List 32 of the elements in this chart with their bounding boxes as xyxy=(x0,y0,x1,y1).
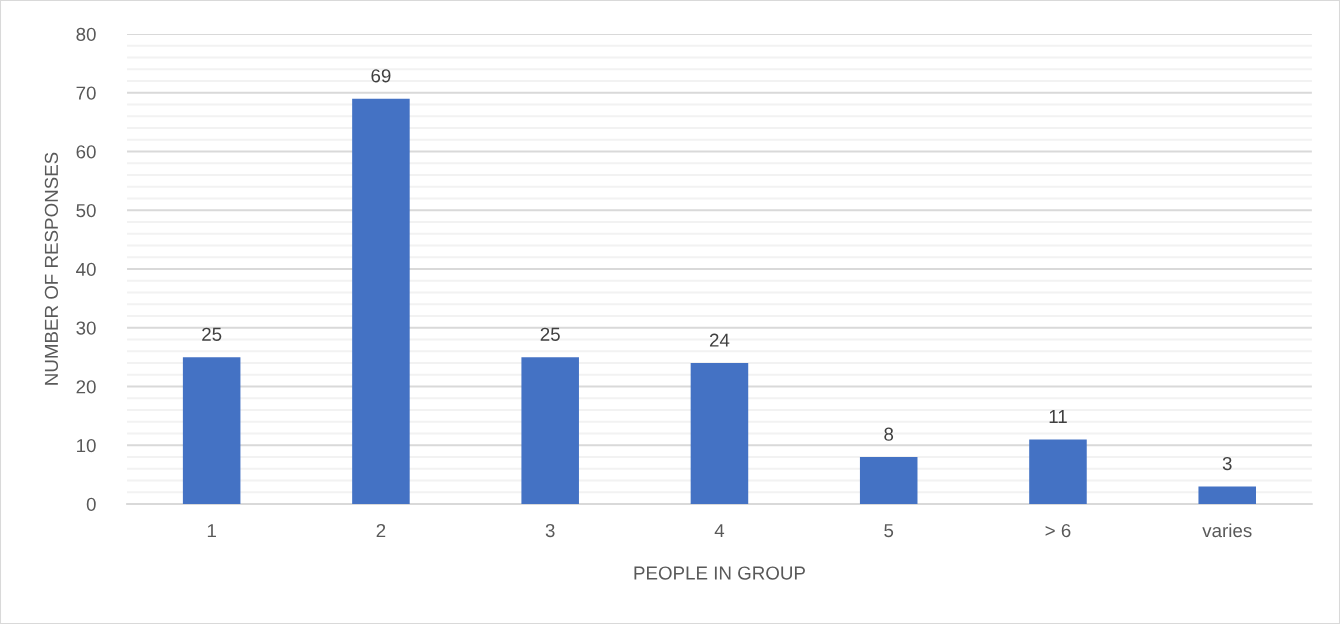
data-label: 8 xyxy=(884,427,894,441)
x-tick-label: 3 xyxy=(545,523,555,538)
bar xyxy=(1029,439,1087,504)
data-label: 3 xyxy=(1222,456,1232,471)
x-tick-label: > 6 xyxy=(1045,523,1071,538)
y-tick-label: 0 xyxy=(86,497,96,511)
data-label: 11 xyxy=(1049,410,1067,423)
bar xyxy=(352,98,410,504)
y-tick-label: 40 xyxy=(76,262,96,276)
x-tick-label: 4 xyxy=(714,524,725,538)
x-tick-label: 1 xyxy=(207,524,216,538)
y-tick-label: 60 xyxy=(76,145,96,159)
y-tick-label: 10 xyxy=(77,438,96,453)
y-axis-title: NUMBER OF RESPONSES xyxy=(44,152,59,385)
x-tick-label: varies xyxy=(1202,523,1252,538)
bar xyxy=(690,363,749,504)
y-tick-label: 80 xyxy=(76,27,96,41)
x-tick-label: 2 xyxy=(376,523,386,538)
bar xyxy=(182,357,241,504)
x-tick-label: 5 xyxy=(884,524,894,538)
data-label: 69 xyxy=(371,69,391,83)
data-label: 25 xyxy=(202,327,222,341)
y-tick-label: 30 xyxy=(76,321,96,335)
bar xyxy=(1198,486,1256,504)
data-label: 25 xyxy=(540,327,560,341)
data-label: 24 xyxy=(709,333,730,347)
bar xyxy=(521,357,579,504)
y-tick-label: 70 xyxy=(76,86,96,100)
bar xyxy=(859,457,918,504)
y-tick-label: 50 xyxy=(76,203,96,218)
y-tick-label: 20 xyxy=(76,380,96,394)
x-axis-title: PEOPLE IN GROUP xyxy=(634,566,805,580)
